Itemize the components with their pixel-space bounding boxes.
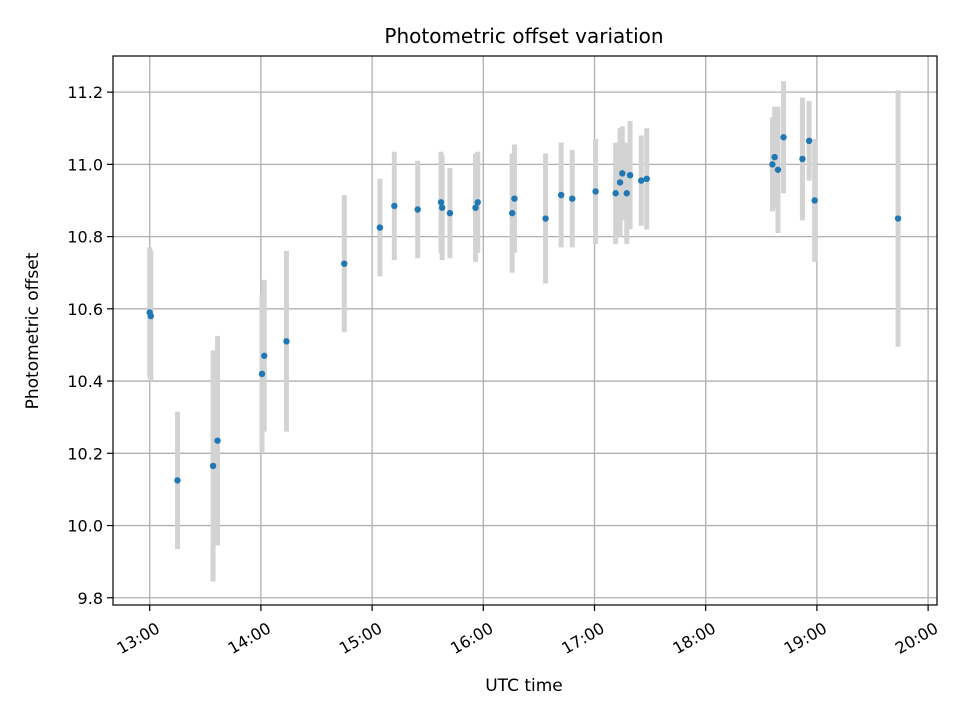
data-point [592, 188, 599, 195]
x-axis-label: UTC time [485, 676, 563, 696]
data-point [780, 134, 787, 141]
data-point [391, 202, 398, 210]
data-point [258, 370, 266, 378]
data-point [623, 190, 630, 197]
data-point [438, 204, 446, 211]
y-tick-label: 11.2 [67, 83, 103, 102]
data-point [569, 195, 576, 202]
data-point [542, 215, 549, 222]
data-point [509, 209, 516, 217]
data-point [805, 137, 813, 145]
y-tick-label: 11.0 [67, 155, 103, 174]
data-point [214, 437, 221, 444]
data-point [799, 155, 806, 163]
data-point [774, 166, 782, 173]
data-point [174, 477, 181, 484]
data-point [414, 206, 421, 213]
y-axis-label: Photometric offset [23, 252, 43, 409]
data-point [771, 153, 778, 161]
data-point [612, 190, 619, 197]
data-points [146, 134, 902, 484]
data-point [147, 312, 155, 320]
data-point [261, 352, 268, 359]
data-point [643, 175, 650, 183]
data-point [446, 209, 454, 217]
data-point [341, 260, 348, 267]
data-point [472, 204, 479, 211]
data-point [209, 462, 217, 470]
y-tick-label: 9.8 [78, 589, 103, 608]
data-point [626, 171, 634, 179]
data-point [619, 170, 626, 177]
y-tick-label: 10.0 [67, 517, 103, 536]
data-point [474, 199, 481, 206]
data-point [616, 179, 624, 186]
data-point [437, 199, 445, 206]
y-axis-ticks: 9.8 10.0 10.2 10.4 10.6 10.8 11.0 11.2 [67, 83, 113, 608]
y-tick-label: 10.6 [67, 300, 103, 319]
data-point [511, 195, 518, 202]
chart-title: Photometric offset variation [384, 24, 663, 48]
y-tick-label: 10.4 [67, 372, 103, 391]
y-tick-label: 10.2 [67, 444, 103, 463]
data-point [769, 161, 776, 168]
data-point [894, 215, 902, 222]
data-point [638, 177, 645, 184]
grid [113, 56, 937, 605]
data-point [283, 338, 290, 345]
data-point [811, 197, 818, 204]
data-point [376, 224, 384, 231]
y-tick-label: 10.8 [67, 228, 103, 247]
data-point [557, 191, 565, 199]
plot-frame [112, 55, 938, 606]
